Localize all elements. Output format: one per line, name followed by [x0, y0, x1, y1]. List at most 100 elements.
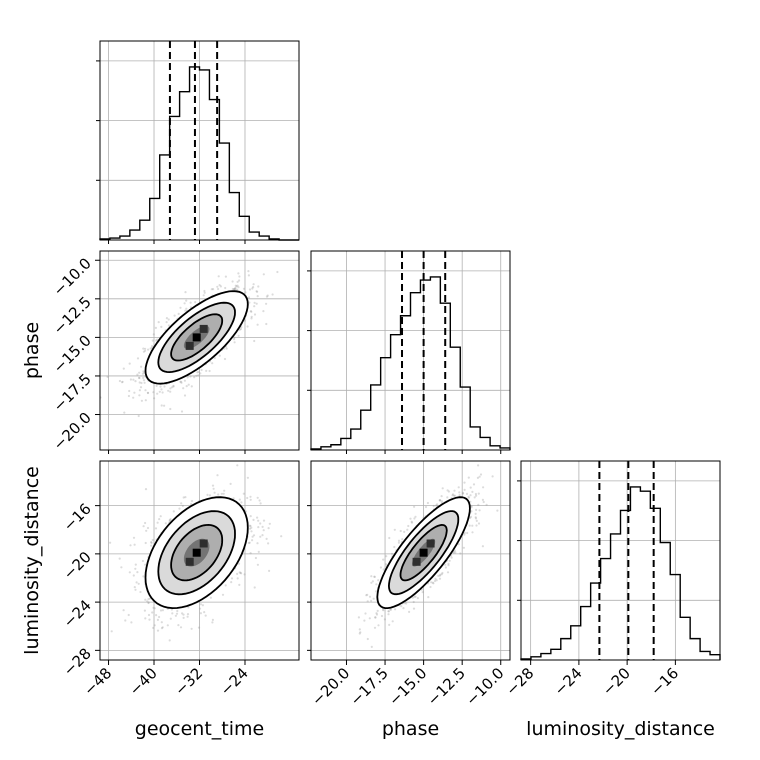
sample-point — [463, 481, 466, 484]
y-tick-label: −24 — [60, 596, 95, 631]
sample-point — [212, 288, 215, 291]
x-tick-label: −24 — [551, 664, 586, 699]
sample-point — [229, 482, 232, 485]
sample-point — [441, 487, 444, 490]
sample-point — [478, 475, 481, 478]
sample-point — [181, 612, 184, 615]
sample-point — [250, 530, 253, 533]
sample-point — [147, 348, 150, 351]
sample-point — [471, 531, 474, 534]
sample-point — [253, 313, 257, 316]
sample-point — [366, 600, 369, 603]
sample-point — [232, 497, 235, 500]
sample-point — [149, 347, 152, 350]
sample-point — [469, 515, 473, 519]
sample-point — [184, 291, 187, 294]
sample-point — [190, 499, 194, 503]
sample-point — [156, 618, 159, 622]
y-tick-label: −20.0 — [50, 409, 95, 454]
sample-point — [233, 341, 236, 344]
sample-point — [152, 606, 155, 609]
contour-line — [157, 301, 236, 374]
sample-point — [233, 338, 236, 341]
sample-point — [236, 284, 239, 287]
sample-point — [130, 621, 133, 624]
sample-point — [462, 546, 465, 549]
sample-point — [243, 573, 246, 576]
sample-point — [242, 287, 246, 290]
sample-point — [399, 529, 402, 533]
sample-point — [233, 336, 236, 339]
sample-point — [368, 617, 371, 620]
sample-point — [401, 538, 404, 541]
sample-point — [144, 488, 148, 491]
sample-point — [135, 581, 138, 584]
sample-point — [377, 579, 380, 582]
sample-point — [379, 566, 382, 569]
sample-point — [183, 394, 187, 397]
sample-point — [160, 621, 163, 624]
sample-point — [252, 518, 255, 522]
sample-point — [203, 611, 206, 614]
sample-point — [437, 574, 440, 578]
sample-point — [238, 571, 241, 574]
sample-point — [201, 604, 204, 607]
sample-point — [142, 370, 145, 373]
sample-point — [165, 321, 168, 324]
sample-point — [463, 531, 466, 535]
sample-point — [160, 404, 163, 407]
sample-point — [138, 389, 141, 392]
sample-point — [444, 566, 447, 569]
sample-point — [118, 557, 121, 560]
sample-point — [470, 506, 473, 509]
y-tick-label: −16 — [60, 500, 95, 535]
sample-point — [261, 534, 264, 537]
sample-point — [256, 295, 259, 298]
sample-point — [160, 627, 164, 630]
sample-point — [262, 519, 266, 522]
sample-point — [211, 484, 215, 487]
x-axis-label-phase: phase — [382, 718, 439, 740]
sample-point — [432, 582, 435, 585]
sample-point — [459, 552, 462, 555]
sample-point — [182, 496, 185, 499]
sample-point — [152, 626, 155, 630]
sample-point — [142, 347, 145, 350]
sample-point — [236, 288, 239, 291]
sample-point — [158, 518, 161, 521]
y-axis-label-luminosity-distance: luminosity_distance — [21, 466, 43, 655]
sample-point — [254, 556, 257, 560]
sample-point — [250, 315, 253, 318]
x-tick-label: −16 — [647, 664, 682, 699]
sample-point — [375, 583, 378, 586]
sample-point — [256, 516, 259, 519]
sample-point — [218, 354, 221, 357]
sample-point — [172, 384, 175, 387]
sample-point — [391, 620, 394, 623]
sample-point — [410, 521, 414, 524]
sample-point — [186, 376, 189, 379]
sample-point — [388, 536, 391, 540]
sample-point — [246, 476, 249, 479]
sample-point — [400, 605, 403, 608]
sample-point — [403, 530, 406, 534]
sample-point — [197, 626, 201, 629]
sample-point — [163, 404, 166, 407]
sample-point — [478, 509, 481, 512]
sample-point — [375, 590, 378, 593]
y-tick-label: −20 — [60, 548, 95, 583]
sample-point — [256, 290, 259, 293]
contour-line — [399, 523, 448, 582]
sample-point — [224, 275, 227, 278]
sample-point — [475, 524, 478, 527]
sample-point — [259, 522, 262, 525]
sample-point — [170, 386, 174, 389]
sample-point — [127, 613, 130, 617]
sample-point — [432, 504, 435, 508]
sample-point — [152, 391, 155, 394]
sample-point — [427, 596, 430, 599]
sample-point — [477, 522, 481, 525]
sample-point — [249, 310, 252, 313]
sample-point — [407, 524, 410, 528]
sample-point — [168, 639, 171, 642]
